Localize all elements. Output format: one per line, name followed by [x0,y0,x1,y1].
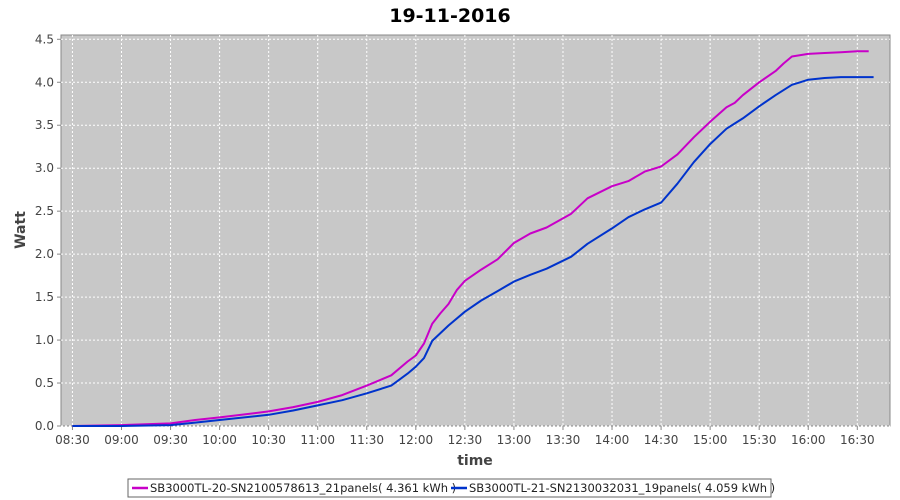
y-tick-label: 4.5 [35,32,54,46]
x-tick-label: 10:00 [202,433,237,447]
plot-area [60,34,891,427]
legend-box [127,478,772,498]
x-tick-label: 15:00 [693,433,728,447]
legend-label-2: SB3000TL-21-SN2130032031_19panels( 4.059… [469,481,775,495]
series-group [72,50,874,427]
series-line-2 [72,76,874,427]
legend-label-1: SB3000TL-20-SN2100578613_21panels( 4.361… [150,481,456,495]
x-tick-label: 11:00 [300,433,335,447]
y-tick-label: 3.0 [35,161,54,175]
x-tick-label: 12:00 [399,433,434,447]
x-tick-label: 13:00 [497,433,532,447]
y-tick-label: 0.5 [35,376,54,390]
x-tick-label: 09:30 [153,433,188,447]
y-axis: 0.0 0.5 1.0 1.5 2.0 2.5 3.0 3.5 4.0 4.5 [35,32,61,433]
x-tick-label: 10:30 [251,433,286,447]
x-tick-label: 09:00 [104,433,139,447]
x-tick-label: 14:00 [595,433,630,447]
y-tick-label: 2.0 [35,247,54,261]
x-tick-label: 13:30 [546,433,581,447]
y-tick-label: 2.5 [35,204,54,218]
y-axis-label: Watt [13,211,29,249]
x-tick-label: 14:30 [644,433,679,447]
gridlines [61,35,890,427]
x-tick-label: 16:30 [840,433,875,447]
y-tick-label: 1.5 [35,290,54,304]
x-tick-label: 12:30 [448,433,483,447]
y-tick-label: 1.0 [35,333,54,347]
y-tick-label: 0.0 [35,419,54,433]
x-axis-label: time [457,453,493,469]
x-tick-label: 16:00 [791,433,826,447]
y-tick-label: 4.0 [35,75,54,89]
series-line-1 [72,50,869,427]
x-tick-label: 08:30 [55,433,90,447]
y-tick-label: 3.5 [35,118,54,132]
x-tick-label: 15:30 [742,433,777,447]
chart-title: 19-11-2016 [389,5,511,27]
x-axis: 08:30 09:00 09:30 10:00 10:30 11:00 11:30 12:00… [55,426,875,447]
x-tick-label: 11:30 [349,433,384,447]
legend: SB3000TL-20-SN2100578613_21panels( 4.361… [127,478,775,498]
